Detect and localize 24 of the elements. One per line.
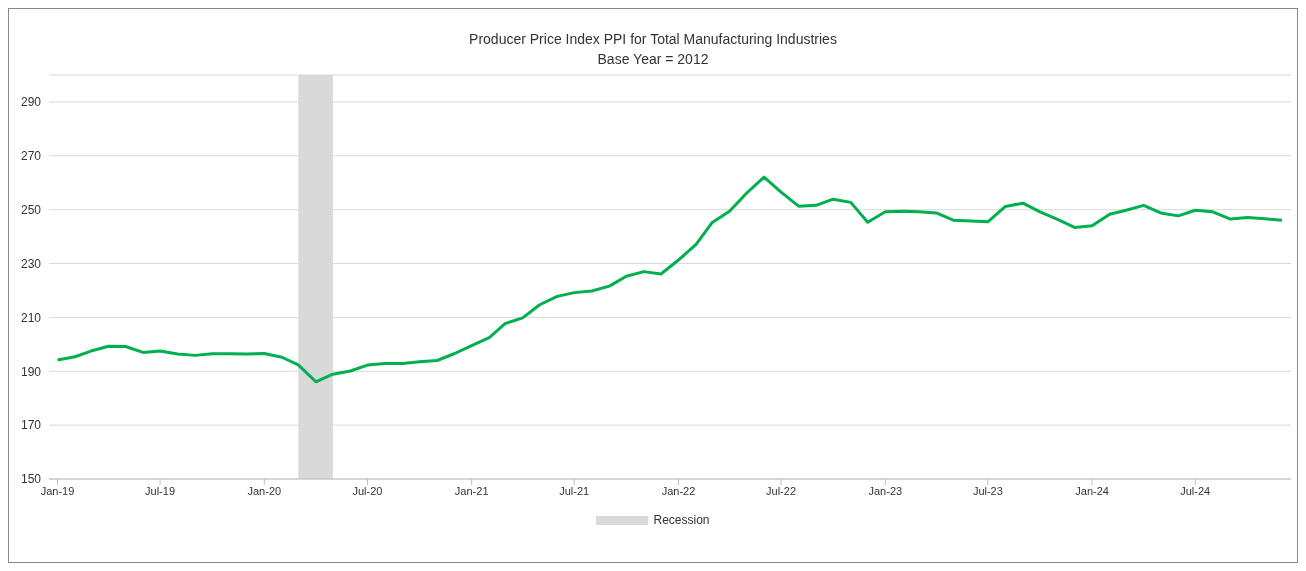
x-tick-label: Jul-20: [352, 484, 383, 497]
x-tick-label: Jan-23: [868, 484, 903, 497]
y-tick-label: 290: [20, 95, 42, 110]
x-tick-label: Jul-19: [145, 484, 176, 497]
y-tick-label: 250: [20, 202, 42, 217]
x-tick-label: Jul-23: [972, 484, 1003, 497]
x-tick-label: Jul-24: [1180, 484, 1211, 497]
y-tick-label: 210: [20, 310, 42, 325]
y-tick-label: 230: [20, 256, 42, 271]
x-tick-label: Jan-22: [661, 484, 696, 497]
chart-title: Producer Price Index PPI for Total Manufacturing Industries: [468, 30, 838, 49]
x-tick-label: Jul-21: [559, 484, 590, 497]
chart-subtitle: Base Year = 2012: [596, 50, 710, 69]
x-tick-label: Jan-21: [454, 484, 489, 497]
y-tick-label: 190: [20, 364, 42, 379]
y-tick-label: 270: [20, 149, 42, 164]
x-tick-label: Jul-22: [766, 484, 797, 497]
legend-label: Recession: [653, 513, 710, 527]
x-tick-label: Jan-20: [247, 484, 282, 497]
x-tick-label: Jan-24: [1075, 484, 1109, 497]
y-tick-label: 170: [20, 418, 42, 433]
y-tick-label: 150: [20, 472, 42, 487]
x-tick-label: Jan-19: [40, 484, 75, 497]
line-series: [56, 175, 1284, 384]
